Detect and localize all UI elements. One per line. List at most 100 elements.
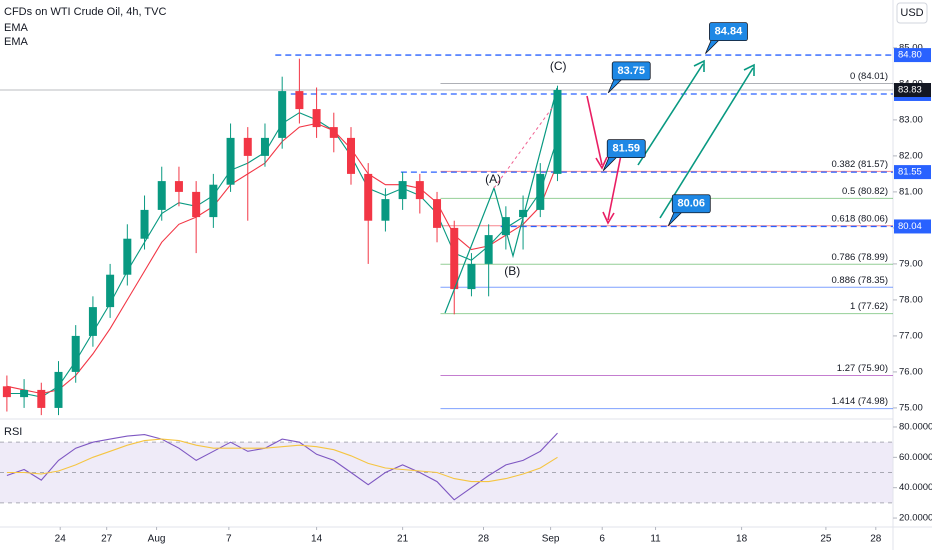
y-tick-label: 78.00 [899,294,923,305]
x-tick-label: 21 [397,534,409,545]
candle-body [484,235,493,264]
arrow [586,95,603,166]
candle-body [381,199,390,221]
callout-box [606,139,646,159]
fib-label: 1.27 (75.90) [837,363,888,374]
chart-title: CFDs on WTI Crude Oil, 4h, TVC [4,6,166,18]
arrow-head [693,59,705,72]
candle-body [71,335,80,372]
callout-label: 83.75 [617,65,645,77]
candle-body [553,90,562,174]
candle-body [209,184,218,218]
currency-button[interactable] [896,2,928,24]
x-tick-label: Aug [148,534,166,545]
callout-label: 81.59 [612,143,640,155]
x-tick-label: 6 [599,534,605,545]
candle-body [501,217,510,236]
y2-tick-label: 80.0000 [899,421,932,432]
y-tick-label: 82.00 [899,150,923,161]
fib-label: 0.618 (80.06) [831,213,888,224]
candle-body [123,238,132,275]
wave-label: (A) [485,172,501,186]
rsi-band [0,442,893,503]
wave-line [444,87,558,314]
drawings [444,59,755,314]
price-box-label: 80.04 [898,221,922,232]
fib-label: 0 (84.01) [850,71,888,82]
arrow [607,149,623,221]
price-box [894,48,931,63]
candle-body [174,181,183,192]
x-tick-label: 28 [478,534,490,545]
candle-body [2,386,11,398]
price-box [894,83,931,98]
candle-body [467,263,476,290]
arrow [659,67,754,219]
candle-body [243,137,252,156]
candle-body [37,389,46,408]
candle-body [278,91,287,138]
candle-body [347,137,356,174]
fib-label: 0.5 (80.82) [842,186,888,197]
fib-label: 0.886 (78.35) [831,275,888,286]
candle-body [54,371,63,408]
candle-body [415,181,424,200]
x-tick-label: 11 [650,534,661,545]
wave-guide [493,107,553,189]
candle-body [192,191,201,218]
price-box-label: 83.83 [898,85,922,96]
candle-body [536,173,545,210]
indicator-label: EMA [4,36,29,48]
y2-tick-label: 40.0000 [899,482,932,493]
x-tick-label: 25 [820,534,832,545]
candle-body [226,137,235,185]
indicator-label: RSI [4,426,22,438]
candle-body [20,389,29,398]
currency: USD [900,7,923,19]
y2-tick-label: 20.0000 [899,513,932,524]
price-box-label: 81.55 [898,167,922,178]
fib-label: 1 (77.62) [850,301,888,312]
candle-body [295,91,304,110]
x-tick-label: 14 [311,534,323,545]
y-tick-label: 81.00 [899,186,923,197]
x-tick-label: 24 [55,534,67,545]
callout-label: 84.84 [715,26,743,38]
callout-box [709,22,748,42]
arrow-head [595,156,608,170]
price-box-label: 84.80 [898,50,922,61]
x-tick-label: 28 [870,534,882,545]
candle-body [260,137,269,156]
y-tick-label: 75.00 [899,402,923,413]
candle-body [106,274,115,308]
indicator-label: EMA [4,22,29,34]
fib-label: 0.382 (81.57) [831,159,888,170]
fib-label: 0.786 (78.99) [831,252,888,263]
price-box [894,165,931,180]
arrow-head [743,63,755,76]
y-tick-label: 77.00 [899,330,923,341]
fib-label: 1.414 (74.98) [831,396,888,407]
y-tick-label: 79.00 [899,258,923,269]
overlay: (A)(B)(C)84.8483.7581.5980.0684.8083.728… [485,22,931,278]
candle-body [88,307,97,336]
arrow-head [602,211,615,225]
y-tick-label: 85.00 [899,42,923,53]
price-box [894,219,931,234]
series-line [6,432,558,501]
callout-label: 80.06 [678,198,706,210]
x-tick-label: 27 [101,534,113,545]
candle-body [364,173,373,221]
wave-label: (B) [504,264,520,278]
y-tick-label: 76.00 [899,366,923,377]
x-tick-label: Sep [542,534,560,545]
x-tick-label: 7 [226,534,232,545]
callout-box [611,61,651,81]
wave-label: (C) [550,59,567,73]
candle-body [140,209,149,239]
candle-body [450,227,459,290]
